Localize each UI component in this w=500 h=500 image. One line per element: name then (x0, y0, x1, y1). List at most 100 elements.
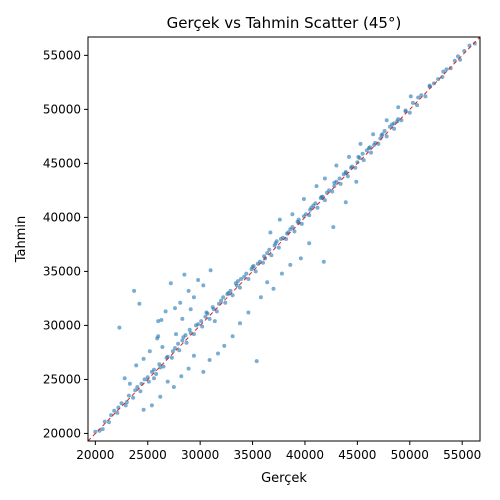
x-tick-label: 45000 (338, 448, 376, 462)
data-point (192, 354, 196, 358)
data-point (166, 380, 170, 384)
data-point (272, 287, 276, 291)
data-point (424, 94, 428, 98)
data-point (117, 326, 121, 330)
data-point (367, 146, 371, 150)
data-point (288, 263, 292, 267)
data-point (170, 356, 174, 360)
data-point (152, 376, 156, 380)
data-point (396, 105, 400, 109)
data-point (127, 394, 131, 398)
y-tick-label: 35000 (43, 264, 81, 278)
y-tick-label: 30000 (43, 318, 81, 332)
data-point (344, 200, 348, 204)
data-point (278, 218, 282, 222)
data-point (182, 273, 186, 277)
x-tick-label: 40000 (286, 448, 324, 462)
data-point (188, 328, 192, 332)
data-point (371, 132, 375, 136)
data-point (234, 281, 238, 285)
x-axis-ticks: 20000 25000 30000 35000 40000 45000 50000 55000 (76, 441, 481, 462)
data-point (221, 295, 225, 299)
x-tick-label: 35000 (233, 448, 271, 462)
data-point (354, 180, 358, 184)
data-point (239, 277, 243, 281)
data-point (268, 231, 272, 235)
data-point (338, 177, 342, 181)
data-point (187, 367, 191, 371)
data-point (383, 129, 387, 133)
data-point (123, 376, 127, 380)
x-tick-label: 20000 (76, 448, 114, 462)
data-point (411, 101, 415, 105)
data-point (244, 272, 248, 276)
data-point (231, 334, 235, 338)
data-point (185, 341, 189, 345)
data-point (279, 237, 283, 241)
data-point (408, 111, 412, 115)
data-point (142, 408, 146, 412)
data-point (158, 395, 162, 399)
data-point (115, 411, 119, 415)
data-point (277, 246, 281, 250)
data-point (179, 374, 183, 378)
data-point (322, 260, 326, 264)
data-point (330, 190, 334, 194)
data-point (361, 152, 365, 156)
data-point (125, 400, 129, 404)
data-point (390, 123, 394, 127)
data-point (138, 389, 142, 393)
data-point (137, 302, 141, 306)
data-point (154, 372, 158, 376)
data-point (196, 278, 200, 282)
data-point (409, 94, 413, 98)
data-point (174, 332, 178, 336)
y-axis-label: Tahmin (14, 216, 29, 264)
data-point (290, 212, 294, 216)
y-tick-label: 45000 (43, 156, 81, 170)
data-point (246, 311, 250, 315)
data-point (213, 319, 217, 323)
data-point (171, 349, 175, 353)
data-point (274, 241, 278, 245)
data-point (307, 241, 311, 245)
data-point (308, 208, 312, 212)
data-point (158, 366, 162, 370)
data-point (132, 289, 136, 293)
x-tick-label: 50000 (391, 448, 429, 462)
data-point (372, 143, 376, 147)
data-point (201, 283, 205, 287)
y-tick-label: 20000 (43, 426, 81, 440)
data-point (299, 256, 303, 260)
data-point (142, 357, 146, 361)
data-point (150, 403, 154, 407)
reference-line-45deg (88, 37, 480, 441)
data-point (356, 155, 360, 159)
data-point (192, 295, 196, 299)
data-point (156, 334, 160, 338)
data-point (315, 184, 319, 188)
data-point (280, 272, 284, 276)
data-point (152, 368, 156, 372)
x-tick-label: 25000 (129, 448, 167, 462)
data-point (385, 118, 389, 122)
data-point (101, 427, 105, 431)
data-point (134, 363, 138, 367)
data-point (131, 396, 135, 400)
data-point (265, 280, 269, 284)
data-point (331, 225, 335, 229)
data-point (359, 142, 363, 146)
data-point (369, 151, 373, 155)
data-point (251, 265, 255, 269)
data-point (201, 370, 205, 374)
y-axis-ticks: 2000025000300003500040000450005000055000 (43, 48, 88, 440)
data-point (173, 306, 177, 310)
y-tick-label: 50000 (43, 102, 81, 116)
data-point (194, 323, 198, 327)
x-tick-label: 30000 (181, 448, 219, 462)
data-point (156, 319, 160, 323)
y-tick-label: 40000 (43, 210, 81, 224)
data-point (172, 385, 176, 389)
data-point (178, 301, 182, 305)
